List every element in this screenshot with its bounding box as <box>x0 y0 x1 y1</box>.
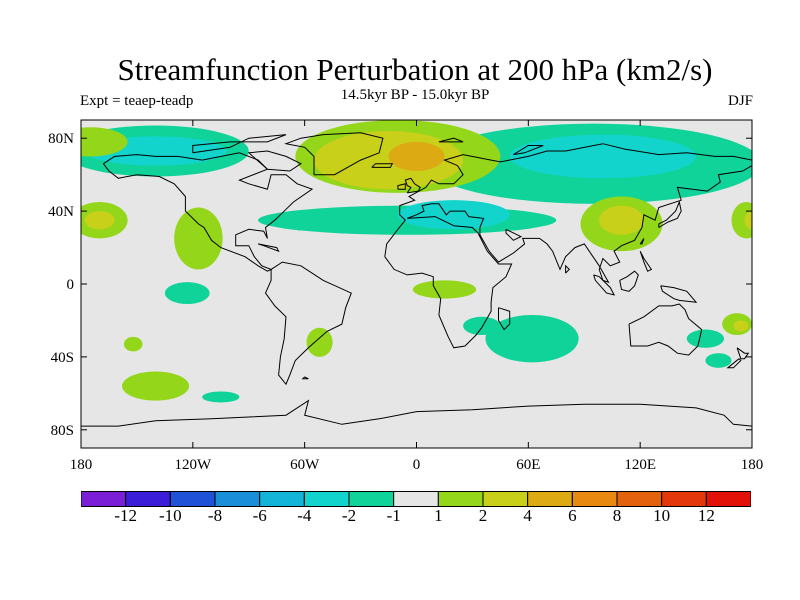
coastline-antarctica <box>81 399 752 427</box>
anomaly-south-africa-low <box>463 316 501 336</box>
coastline-japan <box>658 200 682 228</box>
coastline-philippines <box>639 250 653 272</box>
coastline-taiwan <box>639 238 645 245</box>
anomaly-south-america-high <box>306 327 333 357</box>
lat-label: 0 <box>67 277 75 293</box>
colorbar-swatch <box>303 491 350 507</box>
plot-title: Streamfunction Perturbation at 200 hPa (… <box>117 52 713 87</box>
anomaly-tropical-pacific-low <box>164 282 210 305</box>
anomaly-australia-low <box>686 329 725 348</box>
coastline-caribbean <box>257 243 280 253</box>
experiment-label: Expt = teaep-teadp <box>80 93 194 109</box>
anomaly-africa-high <box>412 280 477 299</box>
colorbar-swatch <box>348 491 395 507</box>
colorbar-label: 2 <box>478 506 488 525</box>
coastline-arabian-gulf <box>505 228 523 241</box>
colorbar-swatch <box>527 491 573 507</box>
coastline-north-america <box>103 152 314 272</box>
lon-label: 120W <box>174 457 212 473</box>
coastline-iceland <box>371 163 394 168</box>
coastline-arctic-islands <box>192 134 287 154</box>
colorbar-swatch <box>571 491 618 507</box>
colorbar-swatch <box>661 491 707 507</box>
plot-subtitle: 14.5kyr BP - 15.0kyr BP <box>340 87 490 103</box>
anomaly-indian-ocean-low <box>485 314 579 363</box>
colorbar-label: -10 <box>158 506 182 525</box>
coastline-new-guinea <box>660 285 698 303</box>
coastline-australia <box>628 303 703 356</box>
lon-label: 60W <box>290 457 320 473</box>
colorbar-swatch <box>214 491 261 507</box>
colorbar-label: -6 <box>252 506 267 525</box>
colorbar-swatch <box>482 491 529 507</box>
lon-label: 180 <box>741 457 764 473</box>
colorbar-swatch <box>81 491 127 507</box>
anomaly-greenland-high-core <box>388 141 445 172</box>
colorbar-label: -1 <box>386 506 401 525</box>
anomaly-eastern-pacific-high <box>174 207 223 270</box>
anomaly-pacific-north-high <box>81 127 128 157</box>
lat-label: 40N <box>48 204 74 220</box>
colorbar-swatch <box>393 491 439 507</box>
colorbar-swatch <box>259 491 305 507</box>
coastline-greenland <box>284 132 384 176</box>
anomaly-tasman-low <box>705 353 732 368</box>
colorbar-label: -8 <box>207 506 223 525</box>
colorbar-swatch <box>705 491 751 507</box>
coastline-novaya-zemlya <box>513 145 544 156</box>
lon-label: 180 <box>70 457 93 473</box>
colorbar-label: -12 <box>114 506 137 525</box>
colorbar-swatch <box>125 491 171 507</box>
colorbar-label: 4 <box>523 506 532 525</box>
colorbar-label: 6 <box>568 506 577 525</box>
anomaly-east-asia-high-core <box>599 205 644 235</box>
coastline-svalbard <box>438 137 464 143</box>
colorbar <box>81 491 751 507</box>
lat-label: 40S <box>51 350 74 366</box>
colorbar-swatch <box>169 491 216 507</box>
anomaly-mediterranean-low <box>397 200 510 230</box>
anomaly-pacific-west-high-core <box>84 211 115 230</box>
season-label: DJF <box>727 93 753 109</box>
lat-label: 80S <box>51 423 74 439</box>
lon-label: 0 <box>413 457 421 473</box>
coastline-madagascar <box>498 307 511 331</box>
colorbar-swatch <box>616 491 663 507</box>
colorbar-label: 1 <box>434 506 443 525</box>
coastline-sumatra <box>593 274 616 296</box>
colorbar-label: -2 <box>341 506 357 525</box>
coastline-baffin <box>247 150 302 172</box>
coastline-uk <box>404 177 421 194</box>
coastline-africa-eurasia <box>384 143 752 349</box>
colorbar-label: -4 <box>297 506 312 525</box>
coastline-new-zealand <box>736 347 750 360</box>
anomaly-south-pacific-high-small <box>123 336 143 352</box>
coastline-south-america <box>264 261 352 386</box>
anomaly-new-zealand-high-core <box>733 320 749 332</box>
anomaly-southern-ocean-low <box>202 391 240 403</box>
colorbar-label: 10 <box>653 506 671 525</box>
coastline-borneo <box>619 270 639 292</box>
anomaly-fields <box>81 120 752 403</box>
lon-label: 60E <box>516 457 540 473</box>
colorbar-swatch <box>437 491 484 507</box>
coastline-sri-lanka <box>565 264 571 274</box>
anomaly-south-pacific-high-west <box>122 371 190 401</box>
lon-label: 120E <box>624 457 656 473</box>
colorbar-label: 8 <box>612 506 622 525</box>
coastline-ireland <box>397 183 406 190</box>
anomaly-pacific-east-high-core <box>744 211 752 230</box>
coastline-falklands <box>301 376 309 380</box>
colorbar-label: 12 <box>697 506 715 525</box>
coastline-new-zealand-south <box>726 358 742 369</box>
lat-label: 80N <box>48 131 74 147</box>
anomaly-eurasia-low-core <box>509 134 697 179</box>
coastlines <box>81 132 752 427</box>
